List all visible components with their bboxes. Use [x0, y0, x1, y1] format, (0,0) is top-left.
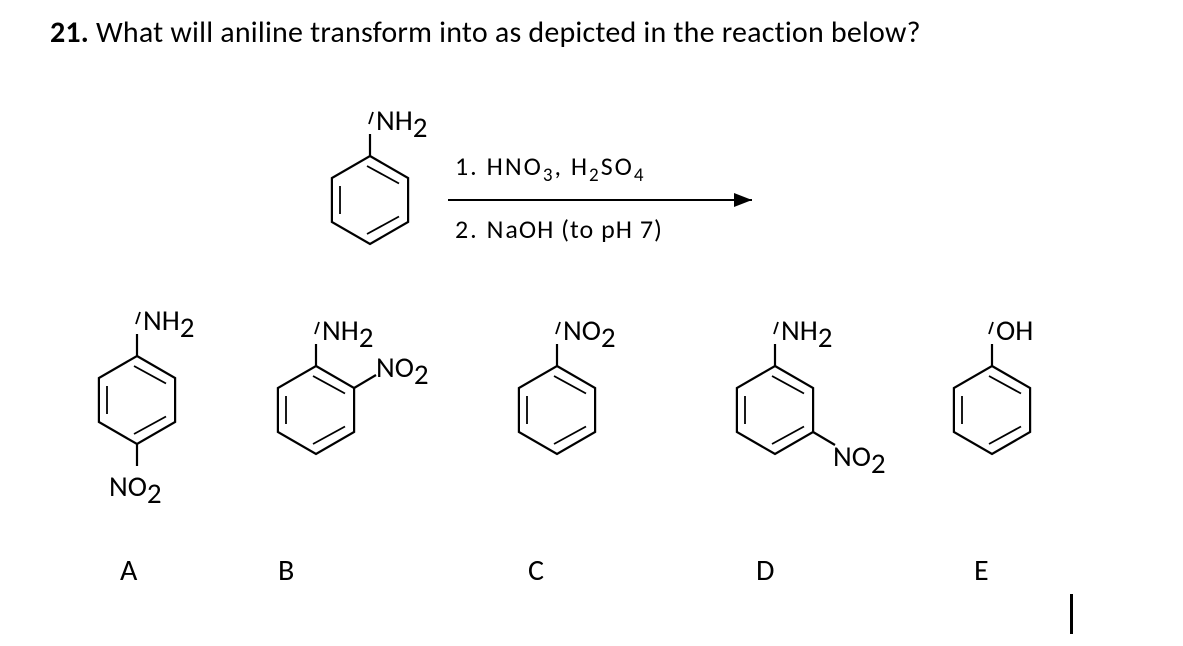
svg-text:NO2: NO2 [376, 349, 429, 392]
option-c-structure: NO2 [519, 312, 616, 454]
option-a-structure: NH2 NO2 [99, 302, 195, 511]
option-d-structure: NH2 NO2 [737, 312, 886, 481]
nh2-label: NH2 [376, 102, 428, 145]
page: 21. What will aniline transform into as … [0, 0, 1183, 646]
option-e-structure: OH [954, 312, 1033, 454]
text-cursor [1070, 594, 1073, 634]
svg-text:NH2: NH2 [322, 312, 374, 355]
svg-text:NH2: NH2 [781, 312, 833, 355]
chemistry-canvas: NH2 1. HNO3, H2SO4 2. NaOH (to pH 7) NH2 [0, 0, 1183, 646]
option-d-label: D [756, 552, 774, 589]
option-a-label: A [120, 552, 138, 589]
option-b-label: B [278, 552, 294, 589]
reagent-step2: 2. NaOH (to pH 7) [455, 213, 663, 245]
reagent-step1: 1. HNO3, H2SO4 [455, 150, 646, 187]
svg-text:NO2: NO2 [563, 312, 616, 355]
svg-text:NO2: NO2 [833, 438, 886, 481]
option-c-label: C [528, 552, 544, 589]
svg-text:NH2: NH2 [143, 302, 195, 345]
option-e-label: E [974, 552, 989, 589]
aniline-reactant: NH2 [332, 102, 428, 244]
svg-text:OH: OH [996, 312, 1033, 348]
reaction-conditions: 1. HNO3, H2SO4 2. NaOH (to pH 7) [448, 150, 752, 245]
svg-text:NO2: NO2 [109, 468, 162, 511]
option-b-structure: NH2 NO2 [278, 312, 429, 454]
